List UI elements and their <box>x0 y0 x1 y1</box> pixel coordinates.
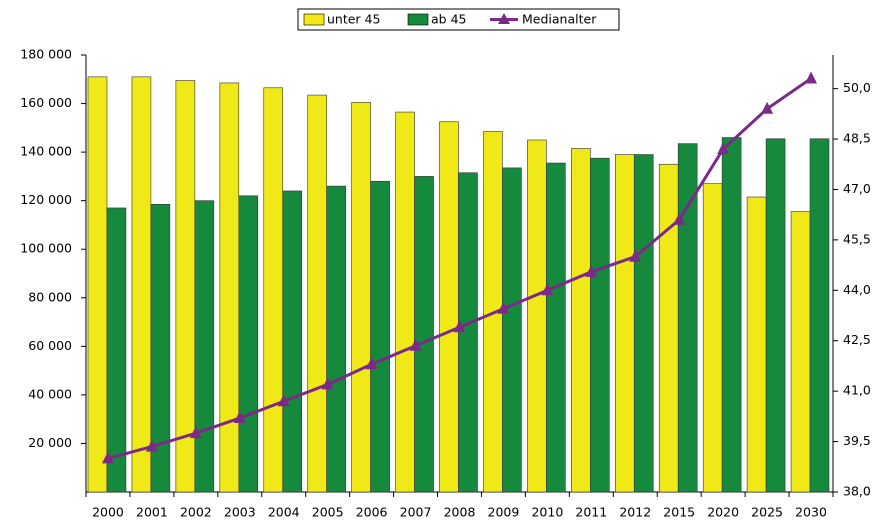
x-tick-label: 2030 <box>795 505 827 520</box>
y2-tick-label: 47,0 <box>843 181 871 196</box>
marker <box>233 411 246 424</box>
bar <box>282 190 303 493</box>
legend-box <box>297 8 620 31</box>
marker <box>585 264 598 277</box>
bar <box>131 76 152 493</box>
bar <box>458 172 478 493</box>
marker <box>497 301 510 314</box>
y-tick-label: 120 000 <box>20 192 72 207</box>
bar <box>414 176 434 493</box>
marker <box>409 338 422 351</box>
y2-tick-label: 38,0 <box>843 484 871 499</box>
marker <box>277 394 290 407</box>
marker <box>189 426 202 439</box>
bar <box>658 163 679 493</box>
x-tick-label: 2025 <box>751 505 783 520</box>
y2-tick-label: 48,5 <box>843 131 871 146</box>
bar <box>614 154 635 493</box>
bar <box>150 204 171 493</box>
y2-tick-label: 50,0 <box>843 80 871 95</box>
bar <box>721 137 742 493</box>
x-tick-label: 2005 <box>312 505 344 520</box>
y2-tick-label: 45,5 <box>843 231 871 246</box>
bar <box>633 154 654 493</box>
x-tick-label: 2006 <box>356 505 388 520</box>
legend-marker <box>498 13 510 24</box>
x-tick-label: 2011 <box>575 505 607 520</box>
legend-label: Medianalter <box>522 12 597 27</box>
y-tick-label: 60 000 <box>28 338 72 353</box>
bar <box>527 139 547 493</box>
x-tick-label: 2012 <box>619 505 651 520</box>
y-tick-label: 140 000 <box>20 144 72 159</box>
marker <box>145 439 158 452</box>
marker <box>321 377 334 390</box>
bar <box>765 138 786 493</box>
bar <box>790 211 811 493</box>
bar <box>546 162 566 493</box>
bar <box>238 195 259 493</box>
y-tick-label: 100 000 <box>20 241 72 256</box>
x-tick-label: 2008 <box>444 505 476 520</box>
bar <box>677 143 698 493</box>
legend-swatch <box>407 13 429 26</box>
marker <box>673 212 686 225</box>
marker <box>453 320 466 333</box>
bar <box>702 183 723 493</box>
x-tick-label: 2009 <box>488 505 520 520</box>
x-tick-label: 2007 <box>400 505 432 520</box>
y-tick-label: 160 000 <box>20 95 72 110</box>
bar <box>219 82 240 493</box>
x-tick-label: 2015 <box>663 505 695 520</box>
marker <box>541 283 554 296</box>
marker <box>717 142 730 155</box>
y2-tick-label: 44,0 <box>843 282 871 297</box>
bar <box>106 207 127 493</box>
bar <box>87 76 108 493</box>
marker <box>805 71 818 84</box>
y-tick-label: 40 000 <box>28 386 72 401</box>
bar <box>502 167 522 493</box>
x-tick-label: 2004 <box>268 505 300 520</box>
bar <box>395 111 415 493</box>
bar <box>439 121 459 493</box>
y2-tick-label: 39,5 <box>843 433 871 448</box>
bar <box>590 157 610 493</box>
bar <box>326 185 346 493</box>
x-tick-label: 2020 <box>707 505 739 520</box>
bar <box>351 102 371 493</box>
bar <box>571 148 591 493</box>
legend-label: ab 45 <box>431 12 466 27</box>
bar <box>175 80 196 493</box>
legend-swatch <box>303 13 325 26</box>
y-tick-label: 20 000 <box>28 435 72 450</box>
x-tick-label: 2010 <box>531 505 563 520</box>
marker <box>761 101 774 114</box>
x-tick-label: 2001 <box>136 505 168 520</box>
bar <box>809 138 830 493</box>
x-tick-label: 2003 <box>224 505 256 520</box>
y-tick-label: 80 000 <box>28 289 72 304</box>
marker <box>365 357 378 370</box>
marker <box>629 249 642 262</box>
x-tick-label: 2000 <box>92 505 124 520</box>
y2-tick-label: 42,5 <box>843 332 871 347</box>
bar <box>370 180 390 493</box>
bar <box>194 200 215 493</box>
bar <box>263 87 284 493</box>
bar <box>307 94 327 493</box>
bar <box>746 196 767 493</box>
legend-label: unter 45 <box>327 12 380 27</box>
marker <box>101 451 114 464</box>
y2-tick-label: 41,0 <box>843 383 871 398</box>
y-tick-label: 180 000 <box>20 47 72 62</box>
x-tick-label: 2002 <box>180 505 212 520</box>
